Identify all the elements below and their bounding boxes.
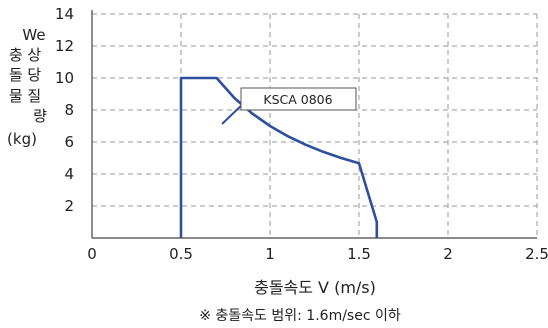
x-tick-label: 1.5 xyxy=(347,245,371,263)
y-axis-label-line: 물 질 xyxy=(9,87,41,105)
axes xyxy=(91,10,537,239)
callout-label: KSCA 0806 xyxy=(263,92,332,107)
series-line-ksca-0806 xyxy=(179,76,379,238)
y-tick-label: 6 xyxy=(64,133,74,151)
y-axis-label-line: 충 상 xyxy=(9,46,42,64)
y-tick-label: 14 xyxy=(55,5,74,23)
y-tick-labels: 2 4 6 8 10 12 14 xyxy=(55,5,74,215)
y-tick-label: 10 xyxy=(55,69,74,87)
y-tick-label: 2 xyxy=(64,197,74,215)
x-tick-label: 1 xyxy=(265,245,275,263)
x-tick-label: 0 xyxy=(87,245,97,263)
y-axis-label-line: (kg) xyxy=(7,130,37,148)
x-axis-label: 충돌속도 V (m/s) xyxy=(254,278,376,297)
grid xyxy=(92,13,538,238)
range-note: ※ 충돌속도 범위: 1.6m/sec 이하 xyxy=(199,308,401,324)
x-tick-label: 2.5 xyxy=(525,245,548,263)
y-axis-label: We 충 상돌 당물 질량 (kg) xyxy=(7,26,47,148)
callout: KSCA 0806 xyxy=(221,87,357,125)
series xyxy=(179,76,379,238)
y-tick-label: 8 xyxy=(64,101,74,119)
callout-box xyxy=(240,87,357,111)
y-axis-label-line: We xyxy=(22,26,45,44)
y-tick-label: 12 xyxy=(55,37,74,55)
x-tick-label: 0.5 xyxy=(169,245,193,263)
y-axis-label-line: 량 xyxy=(33,107,47,125)
y-axis-label-line: 돌 당 xyxy=(9,66,42,84)
x-tick-labels: 0 0.5 1 1.5 2 2.5 xyxy=(87,245,548,263)
x-tick-label: 2 xyxy=(443,245,453,263)
y-tick-label: 4 xyxy=(64,165,74,183)
